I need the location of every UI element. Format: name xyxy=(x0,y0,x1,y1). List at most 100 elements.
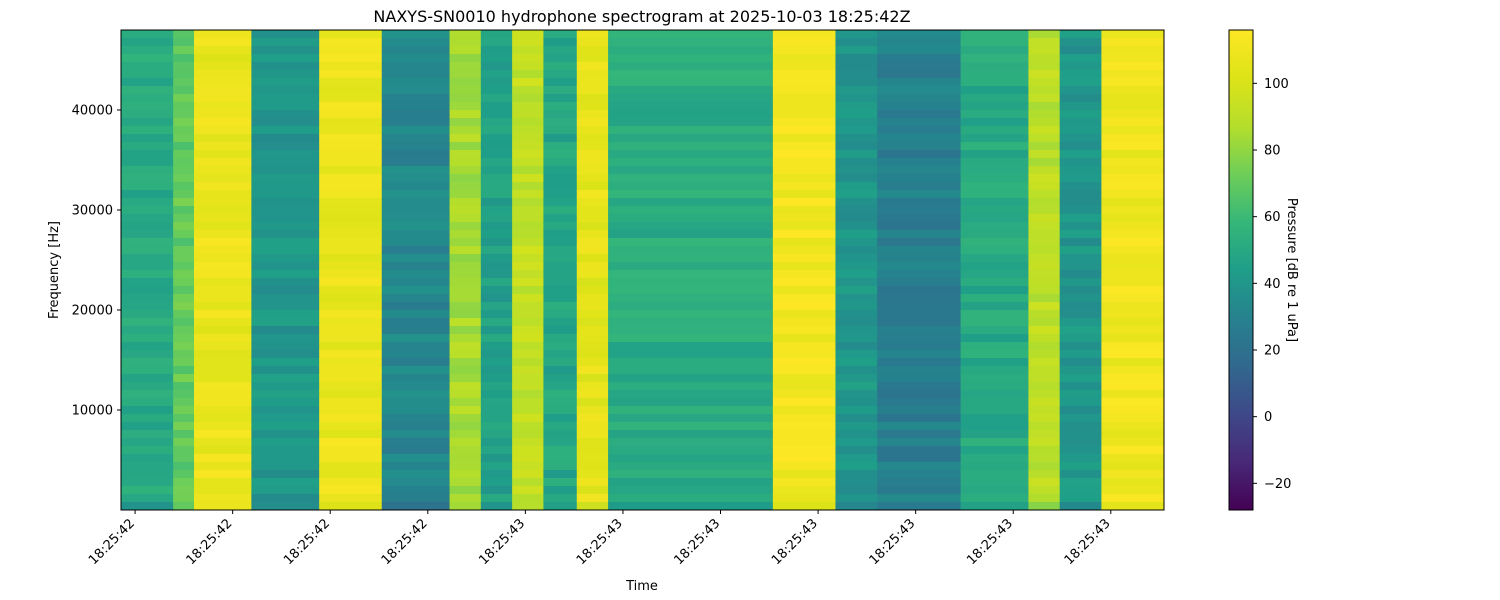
spectrogram-cell xyxy=(194,126,252,135)
spectrogram-cell xyxy=(480,38,513,47)
spectrogram-cell xyxy=(512,246,545,255)
spectrogram-cell xyxy=(194,238,252,247)
spectrogram-cell xyxy=(543,254,578,263)
spectrogram-cell xyxy=(608,286,774,295)
spectrogram-cell xyxy=(480,446,513,455)
spectrogram-cell xyxy=(1028,238,1061,247)
spectrogram-cell xyxy=(877,318,962,327)
spectrogram-cell xyxy=(835,142,878,151)
spectrogram-cell xyxy=(480,366,513,375)
spectrogram-cell xyxy=(512,86,545,95)
spectrogram-cell xyxy=(480,102,513,111)
spectrogram-cell xyxy=(960,366,1030,375)
x-tick-label: 18:25:43 xyxy=(574,516,626,568)
spectrogram-cell xyxy=(877,134,962,143)
spectrogram-cell xyxy=(608,118,774,127)
spectrogram-cell xyxy=(173,286,195,295)
spectrogram-cell xyxy=(772,310,837,319)
spectrogram-cell xyxy=(608,86,774,95)
spectrogram-cell xyxy=(877,470,962,479)
spectrogram-cell xyxy=(1101,286,1164,295)
spectrogram-cell xyxy=(1101,366,1164,375)
spectrogram-cell xyxy=(173,462,195,471)
spectrogram-cell xyxy=(772,374,837,383)
spectrogram-cell xyxy=(877,118,962,127)
spectrogram-cell xyxy=(608,182,774,191)
plot-frame xyxy=(120,29,1165,511)
spectrogram-cell xyxy=(1028,358,1061,367)
spectrogram-cell xyxy=(121,478,174,487)
spectrogram-cell xyxy=(449,494,482,503)
spectrogram-cell xyxy=(608,382,774,391)
spectrogram-cell xyxy=(576,414,609,423)
spectrogram-cell xyxy=(1101,334,1164,343)
spectrogram-cell xyxy=(319,446,383,455)
spectrogram-cell xyxy=(608,262,774,271)
spectrogram-cell xyxy=(319,358,383,367)
spectrogram-cell xyxy=(772,86,837,95)
spectrogram-cell xyxy=(608,438,774,447)
spectrogram-cell xyxy=(960,198,1030,207)
spectrogram-cell xyxy=(480,502,513,510)
spectrogram-cell xyxy=(772,166,837,175)
spectrogram-cell xyxy=(381,238,451,247)
spectrogram-cell xyxy=(381,110,451,119)
spectrogram-cell xyxy=(319,406,383,415)
spectrogram-cell xyxy=(772,302,837,311)
spectrogram-cell xyxy=(449,238,482,247)
spectrogram-cell xyxy=(608,134,774,143)
spectrogram-cell xyxy=(1059,414,1103,423)
spectrogram-cell xyxy=(319,374,383,383)
spectrogram-cell xyxy=(480,294,513,303)
spectrogram-cell xyxy=(772,246,837,255)
spectrogram-cell xyxy=(960,238,1030,247)
spectrogram-cell xyxy=(1059,486,1103,495)
spectrogram-cell xyxy=(772,54,837,63)
spectrogram-cell xyxy=(194,382,252,391)
spectrogram-cell xyxy=(772,366,837,375)
spectrogram-cell xyxy=(173,246,195,255)
spectrogram-cell xyxy=(251,190,320,199)
spectrogram-cell xyxy=(512,182,545,191)
spectrogram-cell xyxy=(449,54,482,63)
spectrogram-cell xyxy=(1059,110,1103,119)
spectrogram-cell xyxy=(512,270,545,279)
spectrogram-cell xyxy=(173,390,195,399)
spectrogram-cell xyxy=(480,350,513,359)
spectrogram-cell xyxy=(480,470,513,479)
spectrogram-cell xyxy=(608,206,774,215)
spectrogram-cell xyxy=(251,270,320,279)
spectrogram-cell xyxy=(319,118,383,127)
spectrogram-cell xyxy=(608,486,774,495)
spectrogram-cell xyxy=(381,446,451,455)
spectrogram-cell xyxy=(173,326,195,335)
spectrogram-cell xyxy=(121,94,174,103)
spectrogram-cell xyxy=(1059,438,1103,447)
spectrogram-cell xyxy=(1059,70,1103,79)
spectrogram-cell xyxy=(319,462,383,471)
spectrogram-cell xyxy=(194,142,252,151)
spectrogram-cell xyxy=(1059,350,1103,359)
spectrogram-cell xyxy=(194,54,252,63)
spectrogram-cell xyxy=(512,294,545,303)
spectrogram-cell xyxy=(319,478,383,487)
spectrogram-cell xyxy=(543,38,578,47)
spectrogram-cell xyxy=(319,214,383,223)
spectrogram-cell xyxy=(543,190,578,199)
spectrogram-cell xyxy=(194,366,252,375)
spectrogram-cell xyxy=(835,62,878,71)
x-tick-label: 18:25:43 xyxy=(867,516,919,568)
spectrogram-cell xyxy=(194,278,252,287)
spectrogram-cell xyxy=(381,438,451,447)
spectrogram-cell xyxy=(1028,46,1061,55)
spectrogram-cell xyxy=(960,206,1030,215)
spectrogram-cell xyxy=(960,262,1030,271)
spectrogram-cell xyxy=(1059,446,1103,455)
spectrogram-cell xyxy=(543,126,578,135)
spectrogram-cell xyxy=(121,150,174,159)
spectrogram-cell xyxy=(381,430,451,439)
spectrogram-cell xyxy=(543,54,578,63)
spectrogram-cell xyxy=(173,214,195,223)
spectrogram-cell xyxy=(173,454,195,463)
spectrogram-cell xyxy=(835,166,878,175)
